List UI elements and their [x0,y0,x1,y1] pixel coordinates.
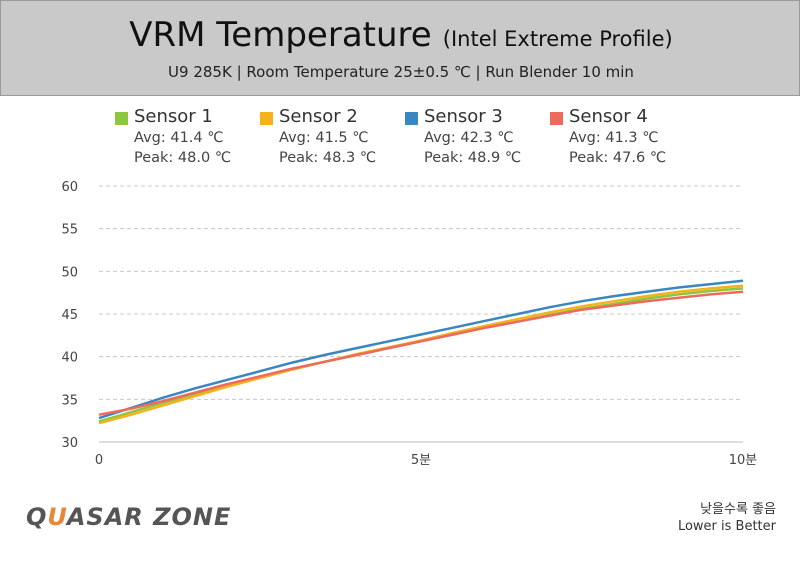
series-line-sensor-1 [98,287,744,423]
legend-swatch-sensor-1 [115,112,128,125]
legend-peak: Peak: 48.0 ℃ [134,150,232,166]
quasarzone-logo: QUASAR ZONE [26,503,231,531]
series-line-sensor-2 [98,284,744,425]
legend-avg: Avg: 42.3 ℃ [424,130,514,146]
title-row: VRM Temperature (Intel Extreme Profile) [1,15,800,55]
chart-title-suffix: (Intel Extreme Profile) [442,27,673,51]
x-tick-label: 0 [95,453,103,468]
y-tick-label: 50 [61,265,78,280]
y-tick-label: 45 [61,308,78,323]
logo-text-2: ASAR ZONE [66,503,232,531]
legend-swatch-sensor-4 [550,112,563,125]
x-tick-label: 5분 [411,453,431,468]
lower-is-better-note-ko: 낮을수록 좋음 [700,502,776,517]
y-tick-label: 30 [61,436,78,451]
chart-header: VRM Temperature (Intel Extreme Profile) … [0,0,800,96]
legend-peak: Peak: 47.6 ℃ [569,150,667,166]
y-tick-label: 60 [61,180,78,195]
legend-label: Sensor 1 [134,106,213,127]
legend-peak: Peak: 48.3 ℃ [279,150,377,166]
logo-text-accent: U [47,503,67,531]
lower-is-better-note-en: Lower is Better [677,519,776,534]
legend-label: Sensor 3 [424,106,503,127]
logo-text-1: Q [26,503,48,531]
chart-subtitle: U9 285K | Room Temperature 25±0.5 ℃ | Ru… [168,63,634,81]
legend-label: Sensor 4 [569,106,648,127]
x-tick-label: 10분 [729,453,758,468]
chart-title: VRM Temperature [129,15,432,55]
legend-avg: Avg: 41.4 ℃ [134,130,224,146]
legend-peak: Peak: 48.9 ℃ [424,150,522,166]
legend-swatch-sensor-2 [260,112,273,125]
y-tick-label: 55 [61,223,78,238]
y-tick-label: 40 [61,351,78,366]
series-line-sensor-3 [98,279,744,420]
y-tick-label: 35 [61,393,78,408]
legend-label: Sensor 2 [279,106,358,127]
legend-avg: Avg: 41.3 ℃ [569,130,659,146]
legend-swatch-sensor-3 [405,112,418,125]
legend-avg: Avg: 41.5 ℃ [279,130,369,146]
series-line-sensor-4 [98,290,744,416]
